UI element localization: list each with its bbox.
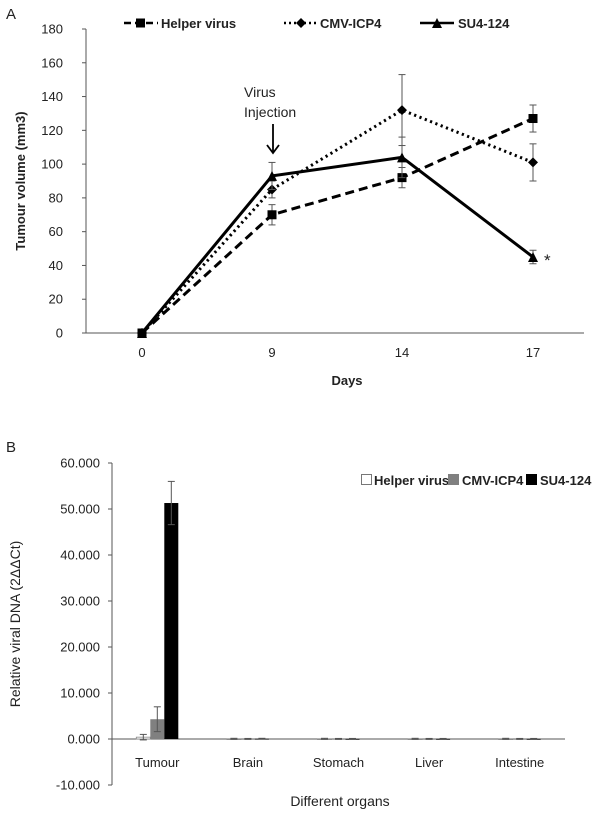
b-y-tick-label: 0.000 [67,732,100,747]
panel-b-legend: Helper virus CMV-ICP4 SU4-124 [361,473,592,488]
error-bar-b-helper-virus [139,733,147,741]
down-arrow-icon [266,124,280,155]
b-y-tick-label: 30.000 [60,594,100,609]
legend-label-cmv-icp4: CMV-ICP4 [320,16,382,31]
a-x-tick-label: 14 [395,345,409,360]
point-su4-124 [267,170,277,181]
bar-su4-124 [164,503,179,739]
panel-b-y-axis-title: Relative viral DNA (2ΔΔCt) [7,541,23,708]
legend-label-b-cmv-icp4: CMV-ICP4 [462,473,524,488]
legend-label-helper-virus: Helper virus [161,16,236,31]
panel-b-x-axis-title: Different organs [290,793,389,809]
a-y-tick-label: 140 [41,89,63,104]
legend-swatch-cmv-icp4 [448,474,459,485]
error-bar-b-su4-124 [258,737,266,740]
virus-injection-label-line2: Injection [244,104,296,120]
b-y-tick-label: 40.000 [60,548,100,563]
legend-marker-su4-124 [432,18,442,28]
point-su4-124 [528,252,538,262]
panel-a-y-axis-title: Tumour volume (mm3) [13,111,28,250]
legend-marker-cmv-icp4 [296,18,306,28]
b-x-tick-label: Liver [415,755,444,770]
b-x-tick-label: Tumour [135,755,180,770]
virus-injection-label-line1: Virus [244,84,276,100]
panel-b-bar-chart: B -10.000 0.000 10.000 20.000 30.000 40.000 50… [6,439,592,809]
a-y-tick-label: 100 [41,157,63,172]
a-y-tick-label: 160 [41,55,63,70]
error-bar-b-helper-virus [411,737,419,740]
series-line-cmv-icp4 [140,108,534,335]
b-x-tick-label: Stomach [313,755,364,770]
a-y-tick-label: 20 [49,292,63,307]
legend-swatch-su4-124 [526,474,537,485]
b-y-tick-label: 50.000 [60,502,100,517]
legend-label-b-helper-virus: Helper virus [374,473,449,488]
b-y-tick-label: 10.000 [60,686,100,701]
a-y-tick-label: 80 [49,190,63,205]
point-su4-124 [137,328,147,338]
a-y-tick-label: 120 [41,123,63,138]
b-y-tick-label: 60.000 [60,456,100,471]
a-y-tick-label: 60 [49,224,63,239]
a-x-tick-label: 0 [138,345,145,360]
legend-marker-helper-virus [136,18,145,28]
panel-letter-b: B [6,439,16,456]
point-cmv-icp4 [528,157,538,168]
error-bar-b-cmv-icp4 [516,737,524,740]
b-x-tick-label: Intestine [495,755,544,770]
legend-swatch-helper-virus [361,474,372,485]
b-x-tick-label: Brain [233,755,263,770]
panel-a-legend: Helper virus CMV-ICP4 SU4-124 [124,16,510,31]
a-y-tick-label: 0 [56,326,63,341]
point-helper-virus [267,210,277,220]
panel-a-line-chart: A 0 20 40 60 80 100 120 140 160 180 0 9 14 17 Days T… [6,6,584,388]
error-bar-b-helper-virus [321,737,328,740]
error-bar-b-cmv-icp4 [335,737,342,740]
a-x-tick-label: 9 [268,345,275,360]
error-bar-b-cmv-icp4 [425,737,433,740]
b-y-tick-label: -10.000 [56,778,100,793]
error-bar-b-cmv-icp4 [153,706,161,733]
point-su4-124 [397,152,407,163]
a-y-tick-label: 180 [41,22,63,37]
series-line-helper-virus [140,117,534,335]
error-bar-b-su4-124 [167,480,175,526]
series-line-su4-124 [140,155,534,334]
error-bar-b-su4-124 [349,737,356,740]
panel-letter-a: A [6,6,16,23]
b-y-tick-label: 20.000 [60,640,100,655]
error-bar-b-cmv-icp4 [244,737,252,740]
error-bar-b-helper-virus [502,737,510,740]
significance-asterisk: * [544,251,551,270]
error-bar-b-helper-virus [230,737,238,740]
error-bar-b-su4-124 [439,737,447,740]
legend-label-su4-124: SU4-124 [458,16,510,31]
point-helper-virus [528,114,538,124]
a-y-tick-label: 40 [49,258,63,273]
panel-a-x-axis-title: Days [331,373,362,388]
point-cmv-icp4 [397,105,407,116]
a-x-tick-label: 17 [526,345,540,360]
error-bar-b-su4-124 [530,737,538,740]
legend-label-b-su4-124: SU4-124 [540,473,592,488]
